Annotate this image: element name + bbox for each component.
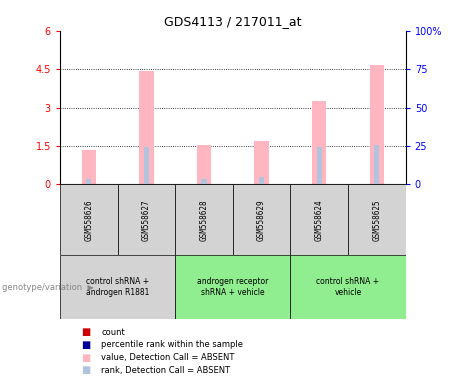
Bar — [290, 184, 348, 255]
Text: count: count — [101, 328, 125, 337]
Text: control shRNA +
androgen R1881: control shRNA + androgen R1881 — [86, 277, 149, 297]
Text: GSM558626: GSM558626 — [84, 199, 93, 241]
Bar — [197, 146, 211, 184]
Title: GDS4113 / 217011_at: GDS4113 / 217011_at — [164, 15, 301, 28]
Text: genotype/variation  ▶: genotype/variation ▶ — [2, 283, 94, 291]
Text: percentile rank within the sample: percentile rank within the sample — [101, 340, 243, 349]
Bar — [233, 184, 290, 255]
Text: GSM558625: GSM558625 — [372, 199, 381, 241]
Text: control shRNA +
vehicle: control shRNA + vehicle — [317, 277, 379, 297]
Bar — [201, 179, 207, 184]
Bar — [290, 255, 406, 319]
Bar — [259, 177, 264, 184]
Text: androgen receptor
shRNA + vehicle: androgen receptor shRNA + vehicle — [197, 277, 268, 297]
Bar — [175, 255, 290, 319]
Text: ■: ■ — [81, 340, 90, 350]
Text: GSM558628: GSM558628 — [200, 199, 208, 241]
Bar — [60, 255, 175, 319]
Bar — [370, 65, 384, 184]
Text: GSM558627: GSM558627 — [142, 199, 151, 241]
Bar — [312, 101, 326, 184]
Bar — [374, 146, 379, 184]
Text: rank, Detection Call = ABSENT: rank, Detection Call = ABSENT — [101, 366, 230, 375]
Text: GSM558624: GSM558624 — [315, 199, 324, 241]
Bar — [86, 179, 91, 184]
Bar — [348, 184, 406, 255]
Text: GSM558629: GSM558629 — [257, 199, 266, 241]
Bar — [317, 147, 322, 184]
Text: ■: ■ — [81, 365, 90, 375]
Text: ■: ■ — [81, 353, 90, 362]
Text: ■: ■ — [81, 327, 90, 337]
Bar — [254, 141, 269, 184]
Bar — [139, 71, 154, 184]
Bar — [175, 184, 233, 255]
Bar — [118, 184, 175, 255]
Text: value, Detection Call = ABSENT: value, Detection Call = ABSENT — [101, 353, 235, 362]
Bar — [60, 184, 118, 255]
Bar — [144, 147, 149, 184]
Bar — [82, 150, 96, 184]
